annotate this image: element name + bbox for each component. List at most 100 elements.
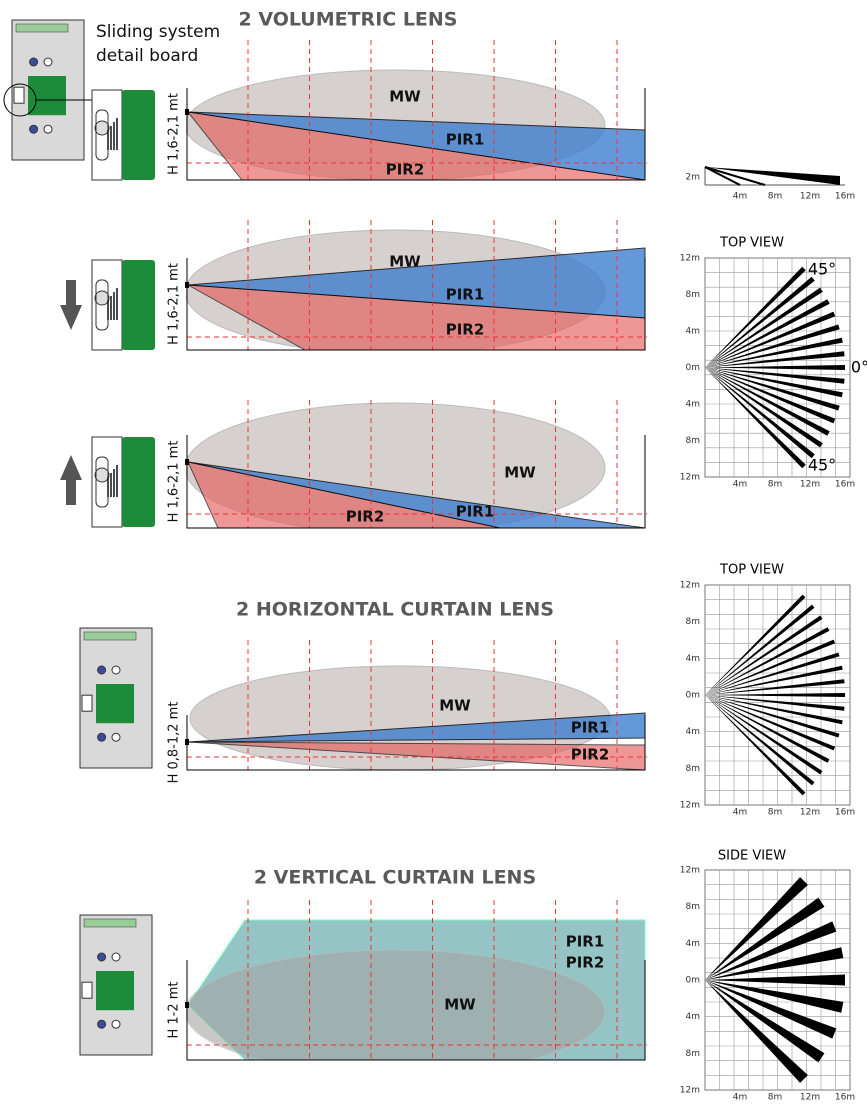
beam [705,695,815,786]
arrow [60,455,82,505]
beam [705,299,830,368]
view-y-label: 8m [686,902,701,912]
terminal-block [83,631,137,641]
room-outline [186,960,646,1061]
view-y-label: 4m [686,654,701,664]
mw-zone [186,949,606,1060]
pir2-label: PIR2 [571,746,610,764]
beam [705,980,808,1083]
beam [705,367,843,398]
view-y-label: 4m [686,727,701,737]
beam [705,337,843,368]
view-y-label: 4m [686,939,701,949]
view-y-label: 12m [680,473,700,483]
beam [705,980,825,1063]
screw [94,120,110,136]
room-outline [186,258,646,351]
view-title: TOP VIEW [719,236,784,251]
beam [705,695,830,763]
beam [705,615,823,695]
strip-x-label: 12m [800,192,820,202]
pir2-label: PIR2 [346,508,385,526]
beam [705,367,830,436]
beam [705,695,840,738]
angle-label: 45° [808,260,836,279]
beam [704,166,766,186]
component [97,665,107,675]
panel [187,665,646,770]
height-label: H 0,8-1,2 mt [167,702,182,784]
beam [705,665,843,695]
view-y-label: 12m [680,254,700,264]
beam [705,287,823,368]
room-outline [186,88,646,181]
beam [705,367,840,411]
pir1-label: PIR1 [571,719,610,737]
sensor [185,459,189,465]
pir2-zone [187,461,501,528]
slider [81,694,93,712]
component [111,665,121,675]
beam [705,695,823,775]
view-y-label: 12m [680,1086,700,1096]
view-x-label: 12m [800,1093,820,1103]
view-title: TOP VIEW [719,563,784,578]
component [43,57,53,67]
strip-label: 2m [686,173,701,183]
view-x-label: 8m [768,1093,783,1103]
pir2-zone [187,284,646,350]
sensor [185,1002,189,1008]
caption: detail board [96,46,198,66]
component [111,732,121,742]
green-board [96,971,134,1011]
view-y-label: 4m [686,1012,701,1022]
view-x-label: 16m [835,808,855,818]
beam [705,627,830,695]
panel [186,402,646,528]
section-title: 2 VOLUMETRIC LENS [239,9,458,31]
height-label: H 1,6-2,1 mt [167,93,182,175]
view-y-label: 8m [686,290,701,300]
beam [704,166,741,186]
beam [705,974,845,986]
beam [705,980,837,1039]
beam [705,693,845,697]
beam [705,877,808,980]
component [43,124,53,134]
view-y-label: 8m [686,764,701,774]
beam [705,652,840,695]
beam [705,367,823,448]
beam [705,167,840,185]
sensor [185,109,189,115]
beam [705,695,836,751]
slider-board [122,90,155,180]
beam [705,921,837,980]
slider-board [122,260,155,350]
panel [186,229,646,350]
view-x-label: 4m [733,480,748,490]
mw-label: MW [389,88,421,106]
pir1-label: PIR1 [446,286,485,304]
beam [705,276,815,368]
slider [81,981,93,999]
beam [705,324,840,368]
angle-label: 45° [808,456,836,475]
mw-label: MW [504,464,536,482]
view-x-label: 12m [800,808,820,818]
component [97,732,107,742]
view-y-label: 4m [686,327,701,337]
caption: Sliding system [96,22,220,42]
component [97,1019,107,1029]
beam [705,367,806,469]
green-board [96,684,134,724]
view-y-label: 8m [686,436,701,446]
view-x-label: 8m [768,808,783,818]
panel [186,919,646,1060]
pir2-label: PIR2 [566,954,605,972]
beam [705,695,843,725]
beam [705,980,844,1013]
pir1-label: PIR1 [566,933,605,951]
component [111,952,121,962]
screw [94,290,110,306]
